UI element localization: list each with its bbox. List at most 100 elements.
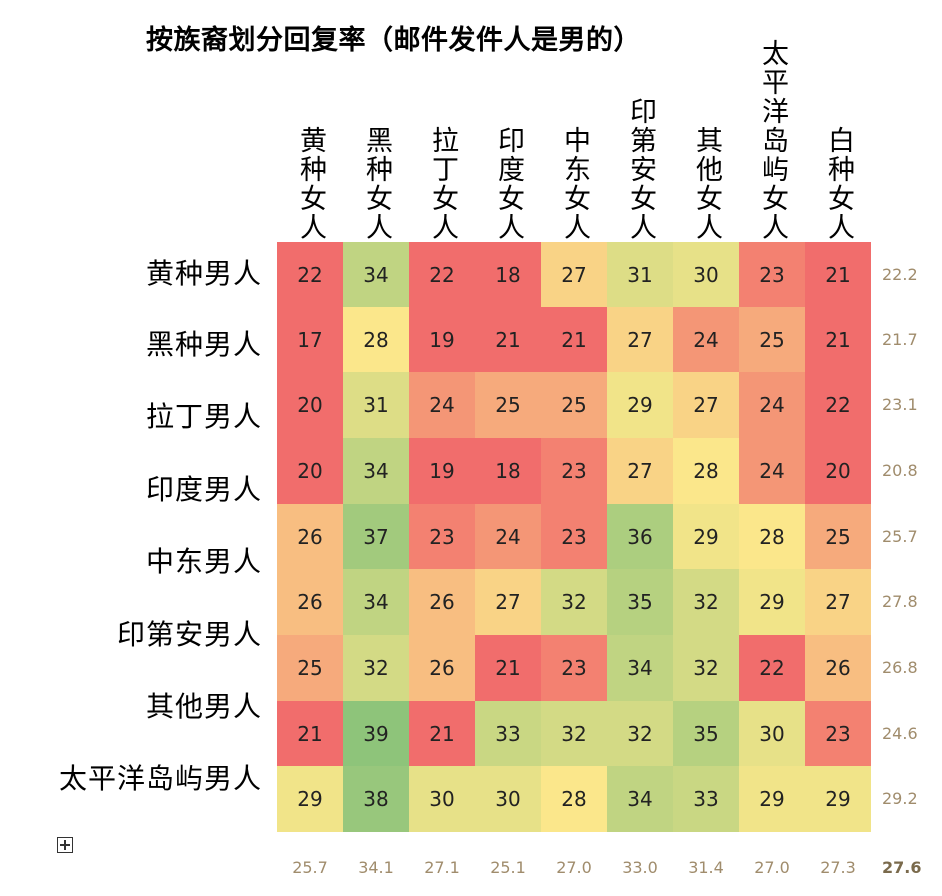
heatmap-cell: 30 [673,242,739,307]
column-label: 其他女人 [691,126,722,242]
heatmap-cell: 33 [673,766,739,832]
heatmap-cell: 26 [409,569,475,635]
heatmap-cell: 24 [475,504,541,569]
heatmap-cell: 19 [409,438,475,504]
overall-value: 27.6 [882,858,922,877]
heatmap-grid: 22 34 22 18 27 31 30 23 21 17 28 19 21 21 27 24 25 21 20 31… [277,242,871,832]
heatmap-cell: 34 [607,635,673,701]
row-label: 中东男人 [145,545,262,578]
row-summary: 21.7 [882,329,918,349]
heatmap-cell: 27 [475,569,541,635]
row-summary: 20.8 [882,461,918,480]
heatmap-cell: 30 [475,766,541,832]
heatmap-cell: 22 [739,635,805,701]
heatmap-cell: 29 [739,569,805,635]
heatmap-cell: 27 [673,372,739,438]
heatmap-cell: 18 [475,438,541,504]
heatmap-cell: 23 [805,701,871,766]
heatmap-cell: 18 [475,242,541,307]
row-summary: 26.8 [882,658,918,677]
heatmap-cell: 23 [541,635,607,701]
row-summary: 23.1 [882,395,918,414]
heatmap-cell: 22 [805,372,871,438]
heatmap-cell: 23 [409,504,475,569]
heatmap-cell: 32 [541,701,607,766]
column-summary: 27.1 [424,858,460,877]
heatmap-cell: 38 [343,766,409,832]
row-label: 其他男人 [145,690,262,723]
column-summary: 25.1 [490,858,526,877]
column-summary: 33.0 [622,858,658,877]
heatmap-cell: 25 [475,372,541,438]
heatmap-cell: 30 [739,701,805,766]
heatmap-cell: 29 [739,766,805,832]
heatmap-cell: 25 [277,635,343,701]
row-label: 黄种男人 [145,257,262,290]
heatmap-cell: 32 [607,701,673,766]
heatmap-cell: 23 [541,504,607,569]
heatmap-cell: 25 [739,307,805,372]
heatmap-cell: 21 [409,701,475,766]
heatmap-cell: 21 [805,307,871,372]
column-summary: 27.0 [556,858,592,877]
row-label: 太平洋岛屿男人 [58,762,262,795]
heatmap-cell: 20 [277,438,343,504]
heatmap-cell: 22 [277,242,343,307]
heatmap-cell: 36 [607,504,673,569]
heatmap-cell: 29 [607,372,673,438]
heatmap-cell: 27 [805,569,871,635]
row-label: 黑种男人 [145,328,262,361]
column-label: 印第安女人 [625,97,656,242]
heatmap-cell: 28 [541,766,607,832]
heatmap-cell: 29 [673,504,739,569]
heatmap-cell: 24 [409,372,475,438]
column-summary: 27.0 [754,858,790,877]
heatmap-cell: 17 [277,307,343,372]
row-label: 印第安男人 [116,618,262,651]
row-summary: 27.8 [882,592,918,611]
heatmap-cell: 32 [343,635,409,701]
plus-square-icon[interactable] [57,837,73,853]
heatmap-cell: 26 [277,504,343,569]
column-label: 黑种女人 [361,126,392,242]
heatmap-cell: 31 [343,372,409,438]
column-summary: 34.1 [358,858,394,877]
row-summary: 24.6 [882,723,918,743]
heatmap-cell: 39 [343,701,409,766]
column-label: 中东女人 [559,126,590,242]
heatmap-cell: 32 [541,569,607,635]
column-summary: 31.4 [688,858,724,877]
heatmap-cell: 32 [673,569,739,635]
column-label: 印度女人 [493,126,524,242]
heatmap-cell: 37 [343,504,409,569]
heatmap-cell: 30 [409,766,475,832]
column-label: 白种女人 [823,126,854,242]
heatmap-cell: 20 [277,372,343,438]
heatmap-cell: 24 [739,372,805,438]
heatmap-cell: 32 [673,635,739,701]
chart-title: 按族裔划分回复率（邮件发件人是男的） [146,25,641,56]
row-summary: 25.7 [882,526,918,546]
heatmap-cell: 24 [673,307,739,372]
heatmap-cell: 34 [607,766,673,832]
row-label: 拉丁男人 [145,400,262,433]
heatmap-cell: 21 [277,701,343,766]
heatmap-cell: 23 [541,438,607,504]
heatmap-cell: 26 [805,635,871,701]
heatmap-cell: 21 [475,635,541,701]
heatmap-cell: 20 [805,438,871,504]
heatmap-cell: 27 [607,307,673,372]
heatmap-cell: 31 [607,242,673,307]
heatmap-cell: 25 [541,372,607,438]
heatmap-cell: 28 [739,504,805,569]
heatmap-cell: 26 [277,569,343,635]
heatmap-cell: 26 [409,635,475,701]
heatmap-cell: 22 [409,242,475,307]
heatmap-cell: 28 [673,438,739,504]
column-label: 太平洋岛屿女人 [757,39,788,242]
heatmap-cell: 34 [343,438,409,504]
heatmap-cell: 21 [805,242,871,307]
heatmap-cell: 29 [277,766,343,832]
heatmap-cell: 34 [343,242,409,307]
column-summary: 27.3 [820,858,856,877]
